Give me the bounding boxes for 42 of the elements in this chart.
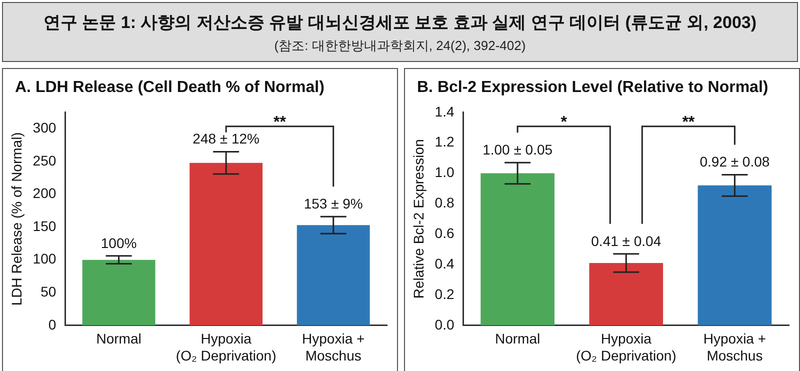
text: (참조: 대한한방내과학회지, 24(2), 392-402) [273,37,527,55]
y-tick-label: 0.6 [434,224,454,241]
chart-title: B. Bcl-2 Expression Level (Relative to Normal) [417,79,768,97]
text: 연구 논문 1: 사향의 저산소증 유발 대뇌신경세포 보호 효과 실제 연구 데이터 (류도균 외, 2003) [42,12,758,34]
bar [82,260,156,326]
bar [296,225,370,326]
chart-title: A. LDH Release (Cell Death % of Normal) [15,79,324,97]
annotation: ** [273,114,287,131]
x-tick-label: Hypoxia (O₂ Deprivation) [176,330,276,364]
y-tick-label: 0.8 [434,194,454,211]
annotation: * [560,114,568,131]
y-tick-label: 300 [32,120,56,136]
y-tick-label: 1.0 [434,164,454,180]
bar [480,173,554,326]
y-tick-label: 150 [32,218,56,234]
x-tick-label: Hypoxia (O₂ Deprivation) [576,330,676,364]
x-tick-label: Normal [96,330,142,347]
y-tick-label: 0.2 [434,286,454,302]
y-tick-label: 0.0 [434,316,454,332]
y-tick-label: 250 [32,152,56,168]
x-tick-label: Hypoxia + Moschus [703,330,766,364]
data-label: 248 ± 12% [192,130,260,147]
y-tick-label: 0.4 [434,255,454,272]
data-label: 153 ± 9% [304,195,363,212]
data-label: 0.41 ± 0.04 [591,232,662,249]
bar [698,185,772,326]
x-tick-label: Normal [494,330,540,347]
y-tick-label: 1.4 [434,103,454,120]
y-tick-label: 100 [32,250,56,267]
y-tick-label: 1.2 [434,134,454,150]
data-label: 1.00 ± 0.05 [482,141,553,158]
x-tick-label: Hypoxia + Moschus [302,330,365,364]
y-tick-label: 50 [40,283,56,300]
data-label: 0.92 ± 0.08 [700,154,770,170]
y-tick-label: 200 [32,185,56,202]
bar [190,162,263,326]
y-axis-title: Relative Bcl-2 Expression [410,139,426,299]
annotation: ** [682,114,696,131]
data-label: 100% [100,234,137,251]
bar [589,263,664,326]
y-axis-title: LDH Release (% of Normal) [8,132,24,306]
y-tick-label: 0 [48,316,56,332]
